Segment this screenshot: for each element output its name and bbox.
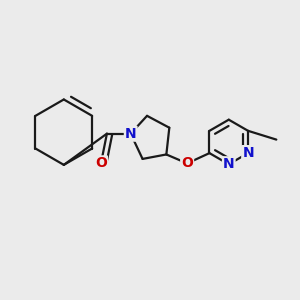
Text: N: N [223, 157, 235, 171]
Text: O: O [181, 156, 193, 170]
Text: N: N [125, 127, 136, 141]
Text: O: O [95, 156, 107, 170]
Text: N: N [242, 146, 254, 160]
